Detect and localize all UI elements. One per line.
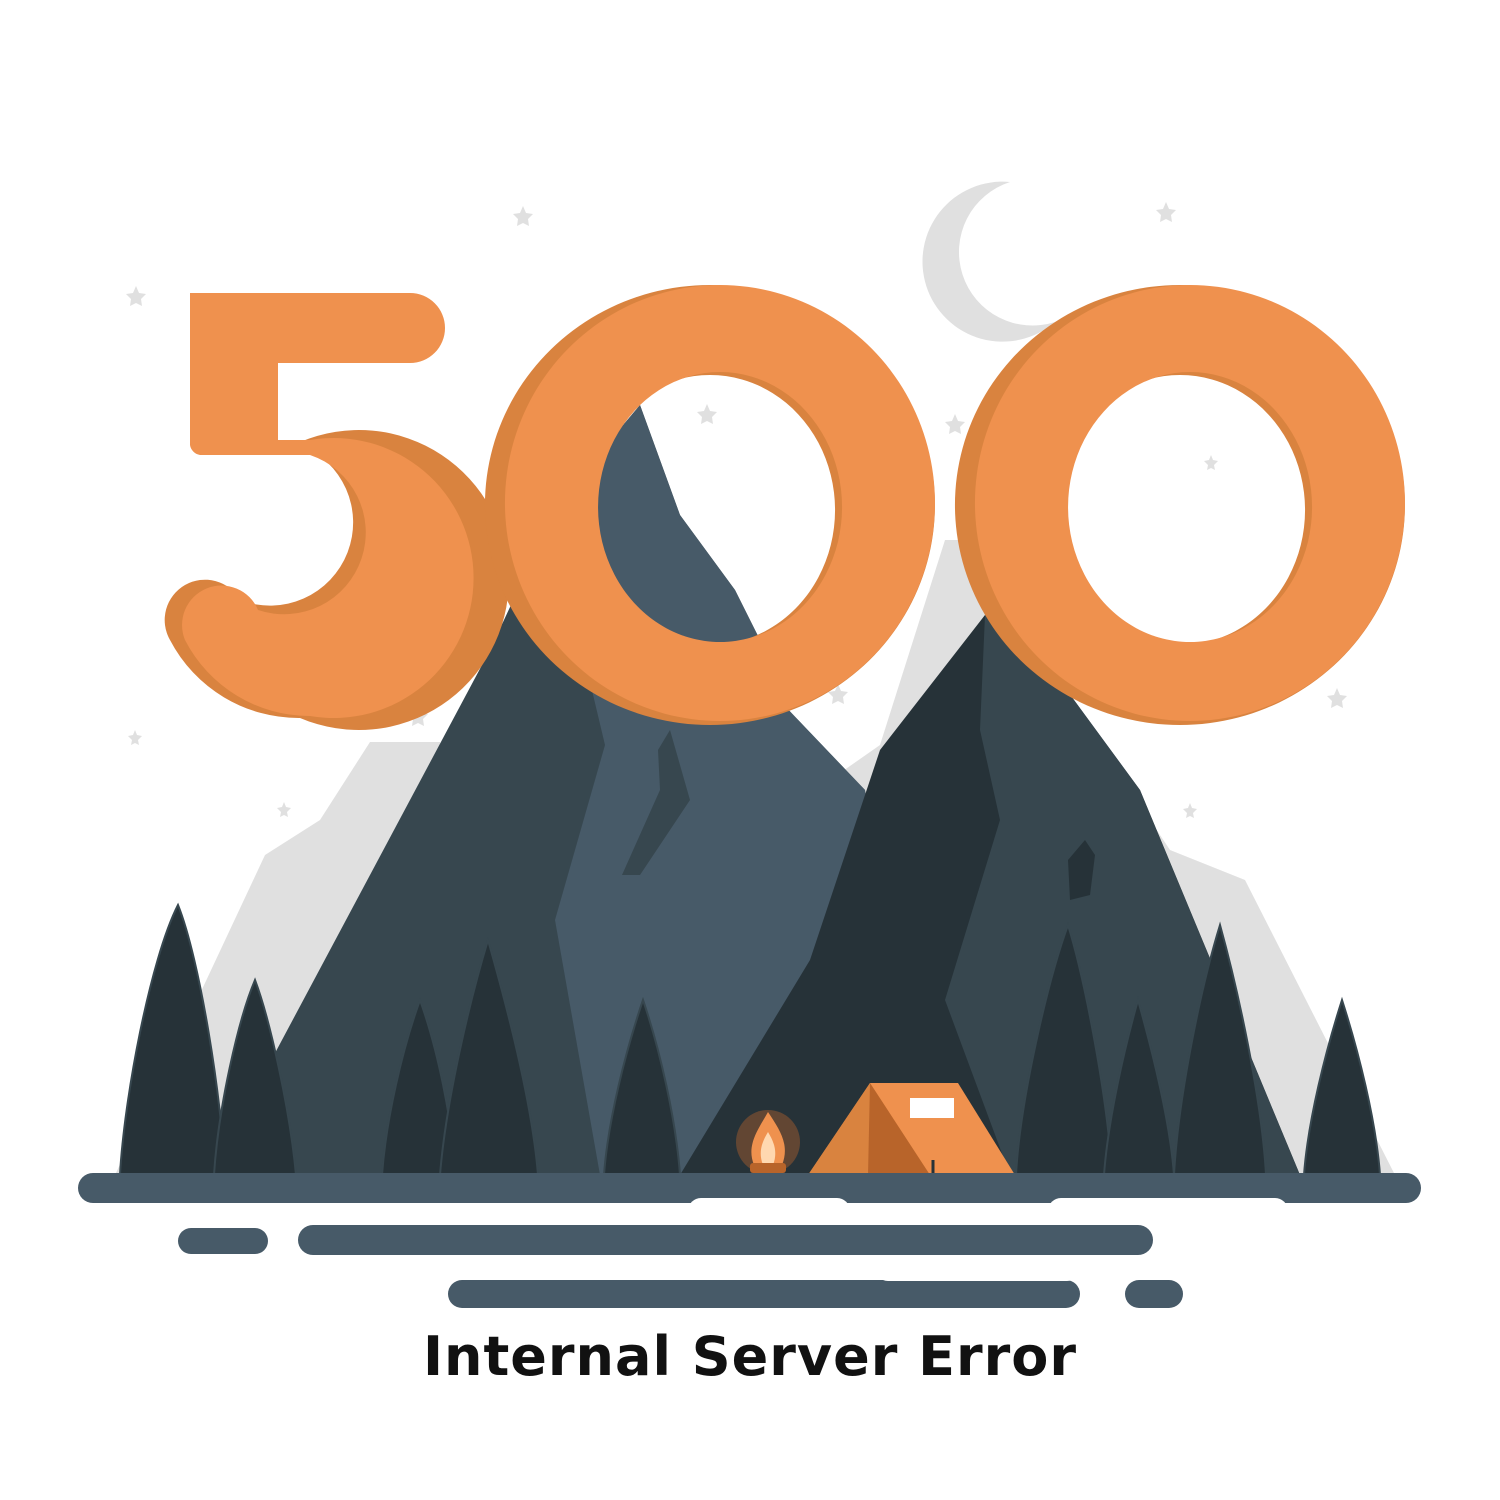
mountain-left-face bbox=[555, 405, 875, 1175]
tree bbox=[118, 902, 227, 1176]
tent-icon bbox=[808, 1083, 1015, 1175]
digit-5 bbox=[182, 293, 474, 718]
crescent-moon-icon bbox=[922, 181, 1055, 342]
mountain-right-ridge bbox=[1068, 840, 1095, 900]
star bbox=[828, 684, 848, 704]
mountain-left-ridge bbox=[622, 730, 690, 875]
code-500 bbox=[164, 285, 1405, 730]
star bbox=[128, 730, 142, 745]
star bbox=[513, 206, 533, 226]
digit-0-second bbox=[974, 285, 1405, 721]
star bbox=[126, 286, 146, 306]
star bbox=[1183, 803, 1197, 818]
digit-0-first bbox=[504, 285, 935, 721]
star bbox=[1327, 688, 1347, 708]
star bbox=[1156, 202, 1176, 222]
star bbox=[945, 414, 965, 434]
campfire-icon bbox=[736, 1110, 800, 1174]
star bbox=[1204, 455, 1218, 470]
error-code-text: 500 bbox=[0, 0, 2, 1]
error-message: Internal Server Error bbox=[422, 1325, 1078, 1388]
star bbox=[277, 802, 291, 817]
star bbox=[697, 404, 717, 424]
stars bbox=[126, 202, 1347, 818]
ground bbox=[78, 1173, 1421, 1308]
